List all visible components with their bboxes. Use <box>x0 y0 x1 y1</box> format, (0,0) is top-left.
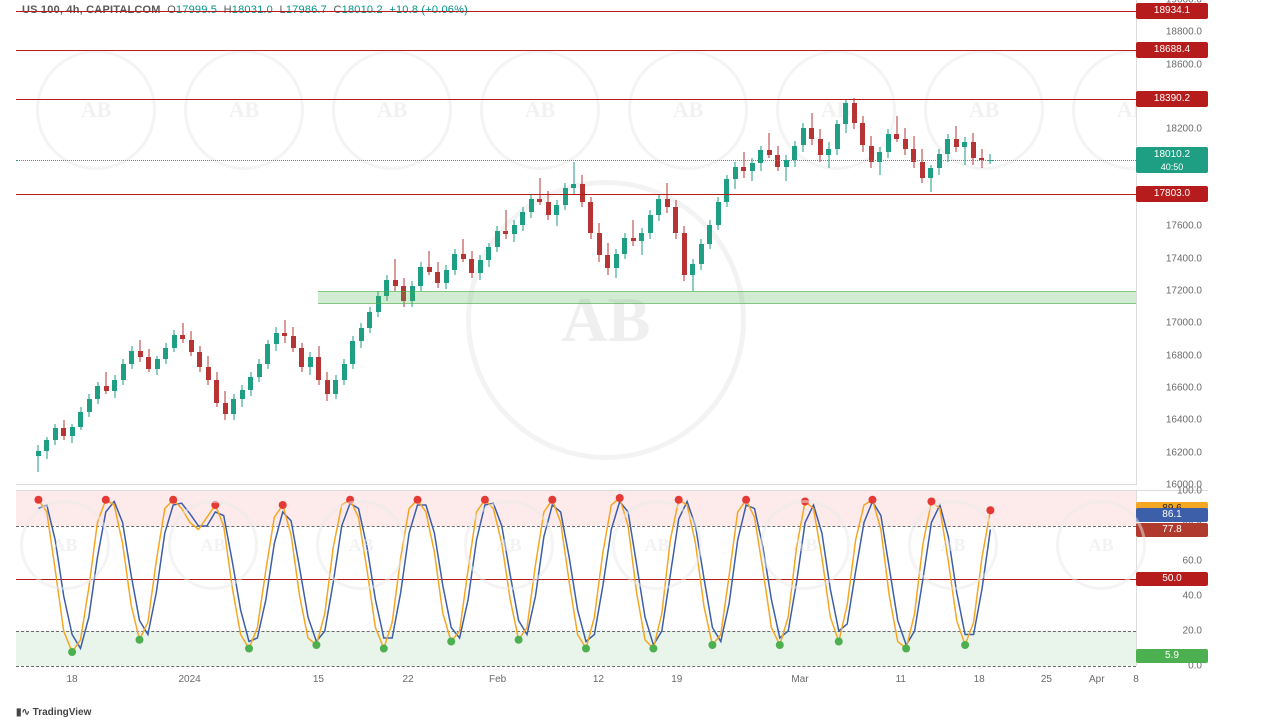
indicator-panel[interactable]: 0.020.040.060.080.0100.089.686.177.850.0… <box>16 490 1208 665</box>
price-axis[interactable]: 16000.016200.016400.016600.016800.017000… <box>1136 0 1208 485</box>
chart-root: US 100, 4h, CAPITALCOM O17999.5 H18031.0… <box>0 0 1280 720</box>
indicator-axis[interactable]: 0.020.040.060.080.0100.089.686.177.850.0… <box>1136 491 1208 666</box>
time-axis[interactable]: 1820241522Feb1219Mar111825Apr8 <box>16 670 1208 688</box>
tradingview-logo-icon: ▮∿ <box>16 707 30 718</box>
main-chart-panel[interactable]: US 100, 4h, CAPITALCOM O17999.5 H18031.0… <box>16 0 1208 485</box>
candle-layer <box>16 0 1208 485</box>
footer-attribution: ▮∿ TradingView <box>16 707 91 718</box>
indicator-plot <box>16 491 1208 666</box>
